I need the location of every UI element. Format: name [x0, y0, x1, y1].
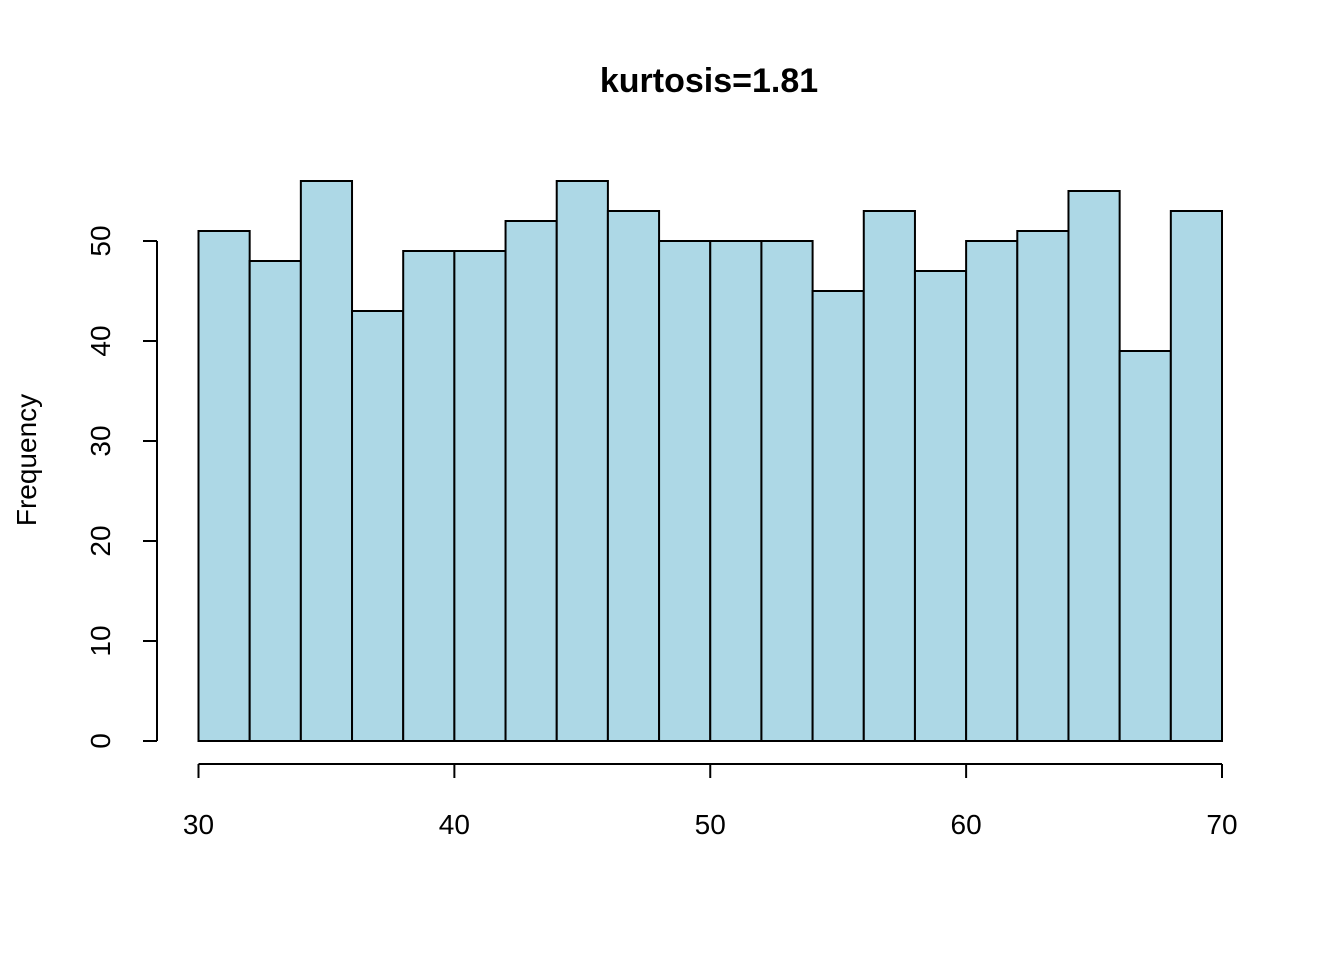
histogram-bar — [402, 250, 456, 742]
y-axis: 0 10 20 30 40 50 — [85, 225, 158, 749]
histogram-bar — [658, 240, 712, 742]
chart-title: kurtosis=1.81 — [600, 62, 818, 100]
x-tick-label: 30 — [183, 809, 214, 840]
histogram-bar — [760, 240, 814, 742]
bars-group — [197, 180, 1223, 742]
histogram-bar — [197, 230, 251, 742]
x-axis: 30 40 50 60 70 — [183, 763, 1238, 840]
histogram-bar — [1016, 230, 1070, 742]
x-tick-label: 40 — [439, 809, 470, 840]
histogram-bar — [709, 240, 763, 742]
histogram-bar — [248, 260, 302, 742]
histogram-bar — [555, 180, 609, 742]
histogram-bar — [606, 210, 661, 742]
y-tick-label: 20 — [85, 525, 116, 556]
histogram-bar — [299, 180, 354, 742]
y-tick-label: 40 — [85, 325, 116, 356]
x-tick-label: 50 — [695, 809, 726, 840]
histogram-bar — [504, 220, 558, 742]
histogram-bar — [351, 310, 405, 742]
histogram-bar — [965, 240, 1019, 742]
x-tick-label: 60 — [951, 809, 982, 840]
y-tick-label: 0 — [85, 733, 116, 749]
histogram-bar — [811, 290, 865, 742]
x-tick-label: 70 — [1206, 809, 1237, 840]
histogram-bar — [1169, 210, 1223, 742]
histogram-bar — [1118, 350, 1172, 742]
histogram-bar — [1067, 190, 1121, 742]
y-tick-label: 10 — [85, 625, 116, 656]
y-tick-label: 50 — [85, 225, 116, 256]
y-axis-label: Frequency — [11, 394, 42, 526]
histogram-bar — [862, 210, 916, 742]
histogram-bar — [453, 250, 507, 742]
histogram-bar — [913, 270, 968, 742]
y-tick-label: 30 — [85, 425, 116, 456]
